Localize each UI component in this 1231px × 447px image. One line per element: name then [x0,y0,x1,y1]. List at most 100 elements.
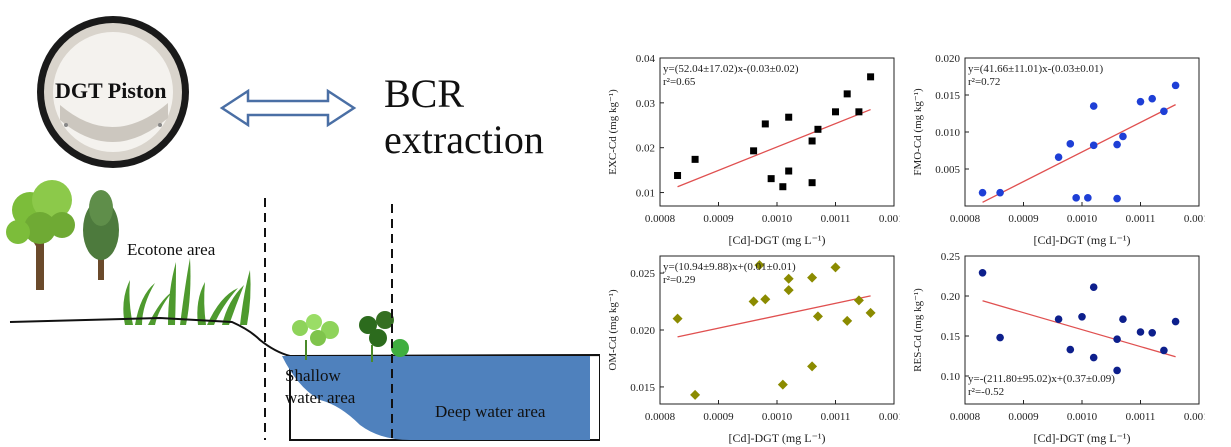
bcr-title-line1: BCR [384,71,465,116]
data-point [996,188,1004,197]
x-tick-label: 0.0009 [1008,213,1039,225]
data-point [1089,141,1098,150]
data-point [814,125,822,133]
data-point [1054,315,1063,323]
x-tick-label: 0.0010 [762,213,793,225]
y-tick-label: 0.015 [630,382,655,394]
double-arrow-icon [219,88,357,128]
data-point [767,175,775,183]
x-tick-label: 0.0011 [821,213,851,225]
dgt-piston-photo [37,16,189,168]
y-tick-label: 0.020 [630,325,655,337]
regression-equation: y=-(211.80±95.02)x+(0.37±0.09) [968,373,1115,385]
x-tick-label: 0.0012 [1184,213,1205,225]
data-point [691,155,699,163]
data-point [1066,140,1075,148]
y-axis-label: EXC-Cd (mg kg⁻¹) [607,89,619,175]
data-point [1160,107,1168,116]
y-tick-label: 0.01 [636,188,655,200]
water-body [282,356,590,440]
chart-fmo-cd: 0.0008 0.0009 0.0010 0.0011 0.0012 0.005 0.010… [912,53,1205,247]
x-tick-label: 0.0008 [645,213,676,225]
r-squared-label: r²=0.29 [663,274,696,286]
data-point [1054,153,1063,161]
data-point [807,361,818,372]
regression-line [982,104,1176,203]
data-point [1136,328,1145,336]
x-tick-label: 0.0011 [1126,213,1156,225]
data-point [1160,346,1168,355]
x-axis-label: [Cd]-DGT (mg L⁻¹) [1033,431,1130,445]
data-point [830,262,841,273]
regression-equation: y=(52.04±17.02)x-(0.03±0.02) [663,63,799,75]
data-point [812,311,823,322]
data-point [842,315,853,326]
data-point [1113,335,1121,343]
data-point [783,285,794,296]
y-tick-label: 0.005 [935,164,960,176]
data-point [867,73,875,81]
data-point [843,90,851,98]
data-point [808,137,816,145]
x-tick-label: 0.0009 [703,411,734,423]
piston-label: DGT Piston [55,78,167,103]
y-tick-label: 0.015 [935,90,960,102]
y-axis-label: RES-Cd (mg kg⁻¹) [912,288,924,372]
y-tick-label: 0.010 [935,127,960,139]
chart-om-cd: 0.0008 0.0009 0.0010 0.0011 0.0012 0.015 0.020… [607,255,900,445]
data-point [754,260,765,271]
data-point [760,294,771,305]
data-point [832,108,839,116]
data-point [777,379,788,390]
regression-line [677,108,871,188]
data-point [1089,283,1098,291]
y-tick-label: 0.02 [636,143,655,155]
data-point [1113,140,1121,149]
shallow-area-label-line2: water area [285,388,356,407]
y-axis-label: OM-Cd (mg kg⁻¹) [607,289,619,371]
chart-exc-cd: 0.0008 0.0009 0.0010 0.0011 0.0012 0.01 0.02 0.… [607,53,900,247]
x-tick-label: 0.0008 [950,213,981,225]
r-squared-label: r²=0.72 [968,76,1000,88]
data-point [761,120,769,128]
y-tick-label: 0.25 [941,251,961,263]
r-squared-label: r²=0.65 [663,76,696,88]
data-point [996,333,1004,342]
regression-line [677,295,871,338]
data-point [1078,313,1086,321]
x-tick-label: 0.0010 [1067,213,1098,225]
data-point [1171,317,1180,326]
deep-area-label: Deep water area [435,402,546,421]
data-point [1089,102,1098,110]
x-tick-label: 0.0012 [879,213,900,225]
data-point [1148,329,1156,337]
shoreline [9,316,600,441]
data-point [672,313,683,324]
x-tick-label: 0.0010 [762,411,793,423]
y-tick-label: 0.15 [941,331,961,343]
x-tick-label: 0.0008 [950,411,981,423]
x-tick-label: 0.0009 [1008,411,1039,423]
data-point [748,296,759,307]
ecotone-area-label: Ecotone area [127,240,216,259]
data-point [978,188,987,197]
shallow-area-label-line1: Shallow [285,366,341,385]
y-tick-label: 0.03 [636,98,656,110]
regression-line [982,300,1176,358]
data-point [1119,132,1127,141]
y-axis-label: FMO-Cd (mg kg⁻¹) [912,88,924,176]
data-point [783,273,794,284]
data-point [1089,353,1098,362]
data-point [853,295,864,306]
data-point [779,183,787,191]
data-point [865,307,876,318]
data-point [1148,94,1156,103]
regression-equation: y=(41.66±11.01)x-(0.03±0.01) [968,63,1104,75]
data-point [750,147,758,155]
data-point [785,167,793,175]
x-axis-label: [Cd]-DGT (mg L⁻¹) [728,233,825,247]
regression-equation: y=(10.94±9.88)x+(0.01±0.01) [663,261,796,273]
bcr-title-line2: extraction [384,117,544,162]
data-point [1072,194,1080,202]
x-tick-label: 0.0011 [821,411,851,423]
